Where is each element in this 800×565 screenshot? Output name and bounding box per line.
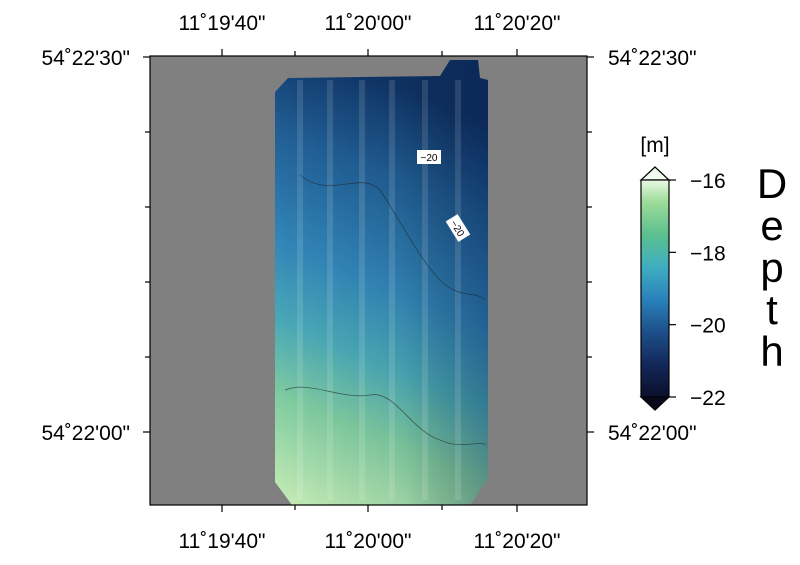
colorbar-body [640, 179, 670, 398]
colorbar-tick-label: −18 [690, 242, 726, 265]
lon-label: 11˚20'20" [474, 12, 561, 35]
lat-label: 54˚22'00" [41, 422, 130, 445]
lat-label: 54˚22'30" [41, 47, 130, 70]
lon-label: 11˚20'20" [474, 530, 561, 553]
colorbar-top-arrow [639, 166, 671, 181]
title-letter: D [757, 160, 787, 207]
contour-line [284, 386, 487, 446]
title-letter: p [760, 244, 783, 291]
contour-label-box [445, 214, 471, 242]
lon-label: 11˚20'00" [325, 12, 412, 35]
lat-label: 54˚22'00" [608, 422, 697, 445]
frame-ticks [143, 49, 594, 512]
colorbar-bottom-arrow [639, 396, 671, 411]
survey-shading [275, 60, 488, 505]
colorbar-tick-label: −22 [690, 387, 726, 410]
contour-line [299, 174, 486, 301]
lon-label: 11˚19'40" [179, 530, 266, 553]
colorbar-tick-label: −20 [690, 315, 726, 338]
title-letter: h [760, 328, 783, 375]
title-letter: t [766, 286, 778, 333]
lon-label: 11˚19'40" [179, 12, 266, 35]
swath-stripes [297, 80, 461, 500]
colorbar-unit: [m] [640, 134, 669, 157]
contour-label: −20 [421, 153, 438, 164]
lat-label: 54˚22'30" [608, 47, 697, 70]
title-letter: e [760, 202, 783, 249]
colorbar [639, 166, 671, 411]
colorbar-tick-label: −16 [690, 170, 726, 193]
lon-label: 11˚20'00" [325, 530, 412, 553]
contour-label-box [417, 150, 441, 164]
